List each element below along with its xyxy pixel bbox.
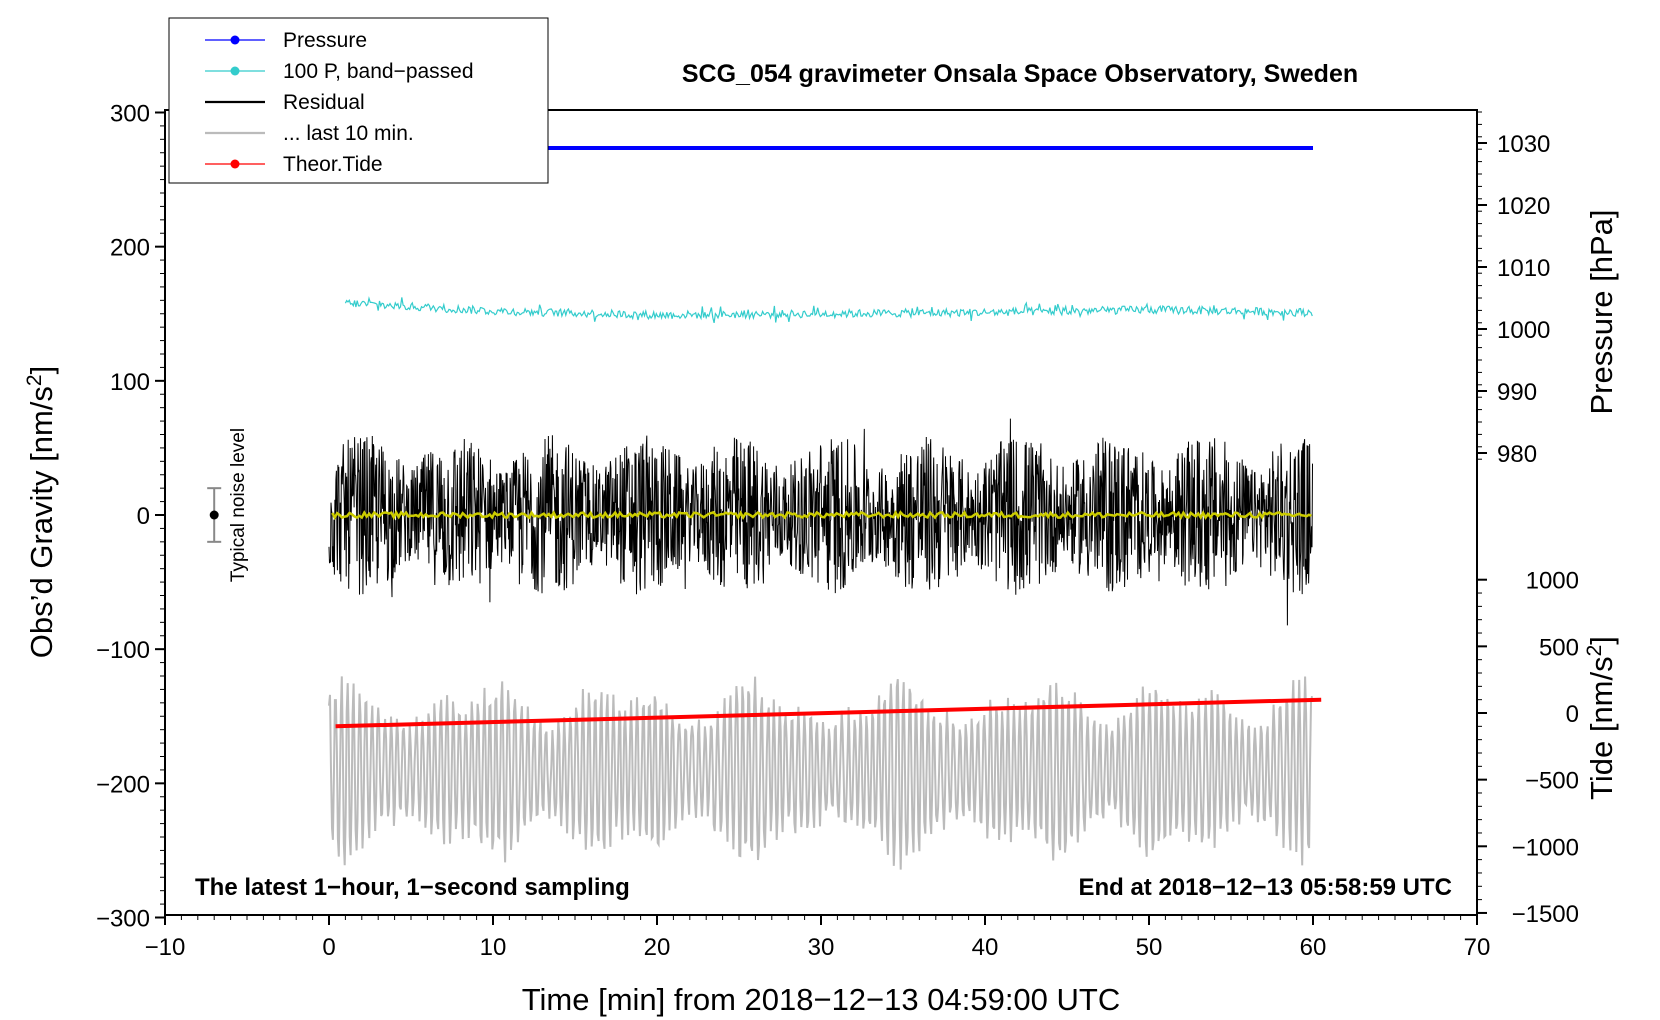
annotation-sampling: The latest 1−hour, 1−second sampling <box>195 874 630 901</box>
y-left-tick-label: −300 <box>96 906 150 933</box>
pressure-tick-label: 1010 <box>1497 255 1550 282</box>
legend-item: Residual <box>205 91 365 114</box>
noise-level-indicator <box>207 487 222 543</box>
x-tick-label: 20 <box>644 934 671 961</box>
legend-label: Theor.Tide <box>283 153 383 176</box>
y-left-tick-label: 0 <box>137 503 150 530</box>
pressure-tick-label: 980 <box>1497 441 1537 468</box>
x-axis-label: Time [min] from 2018−12−13 04:59:00 UTC <box>522 982 1121 1017</box>
y-left-tick-label: 100 <box>110 369 150 396</box>
tide-tick-label: −1000 <box>1512 834 1579 861</box>
tide-tick-label: 0 <box>1566 701 1579 728</box>
y-axis-label-pressure: Pressure [hPa] <box>1584 209 1619 414</box>
tick-layer: −10 0 10 20 30 40 50 60 703002001000−100−200−300… <box>96 100 1579 961</box>
x-tick-label: 50 <box>1136 934 1163 961</box>
chart-title: SCG_054 gravimeter Onsala Space Observat… <box>682 60 1358 88</box>
series-layer <box>328 146 1322 870</box>
x-tick-label: −10 <box>145 934 186 961</box>
legend-marker <box>230 66 240 76</box>
legend: Pressure 100 P, band−passed Residual ... la… <box>168 17 549 184</box>
legend-item: 100 P, band−passed <box>205 60 474 83</box>
legend-marker <box>230 159 240 169</box>
series-smoothed-residual <box>331 509 1312 521</box>
tide-tick-label: 1000 <box>1526 568 1579 595</box>
pressure-tick-label: 1020 <box>1497 193 1550 220</box>
legend-marker <box>230 35 240 45</box>
x-tick-label: 30 <box>808 934 835 961</box>
series-theoretical-tide <box>335 697 1322 729</box>
legend-item: ... last 10 min. <box>205 122 414 145</box>
y-axis-label-tide: Tide [nm/s2] <box>1583 636 1619 800</box>
noise-level-point <box>209 510 219 520</box>
x-tick-label: 60 <box>1300 934 1327 961</box>
pressure-tick-label: 1030 <box>1497 131 1550 158</box>
tide-tick-label: 500 <box>1539 634 1579 661</box>
x-tick-label: 10 <box>480 934 507 961</box>
tide-tick-label: −500 <box>1525 768 1579 795</box>
legend-label: 100 P, band−passed <box>283 60 474 83</box>
series-residual <box>328 418 1313 626</box>
y-left-tick-label: −100 <box>96 637 150 664</box>
legend-box <box>168 17 549 184</box>
series-band-passed-pressure <box>344 296 1313 324</box>
x-tick-label: 70 <box>1464 934 1491 961</box>
y-left-tick-label: 200 <box>110 235 150 262</box>
x-tick-label: 0 <box>322 934 335 961</box>
legend-label: Residual <box>283 91 365 114</box>
pressure-tick-label: 1000 <box>1497 317 1550 344</box>
x-tick-label: 40 <box>972 934 999 961</box>
pressure-tick-label: 990 <box>1497 379 1537 406</box>
y-left-tick-label: −200 <box>96 771 150 798</box>
legend-label: ... last 10 min. <box>283 122 414 145</box>
legend-label: Pressure <box>283 29 367 52</box>
noise-level-label: Typical noise level <box>228 428 249 582</box>
legend-item: Theor.Tide <box>205 153 383 176</box>
y-left-tick-label: 300 <box>110 100 150 127</box>
legend-item: Pressure <box>205 29 367 52</box>
y-axis-label-left: Obs’d Gravity [nm/s2] <box>23 366 59 659</box>
annotation-end-time: End at 2018−12−13 05:58:59 UTC <box>1078 874 1452 901</box>
series-last-10-min <box>328 676 1313 870</box>
tide-tick-label: −1500 <box>1512 901 1579 928</box>
